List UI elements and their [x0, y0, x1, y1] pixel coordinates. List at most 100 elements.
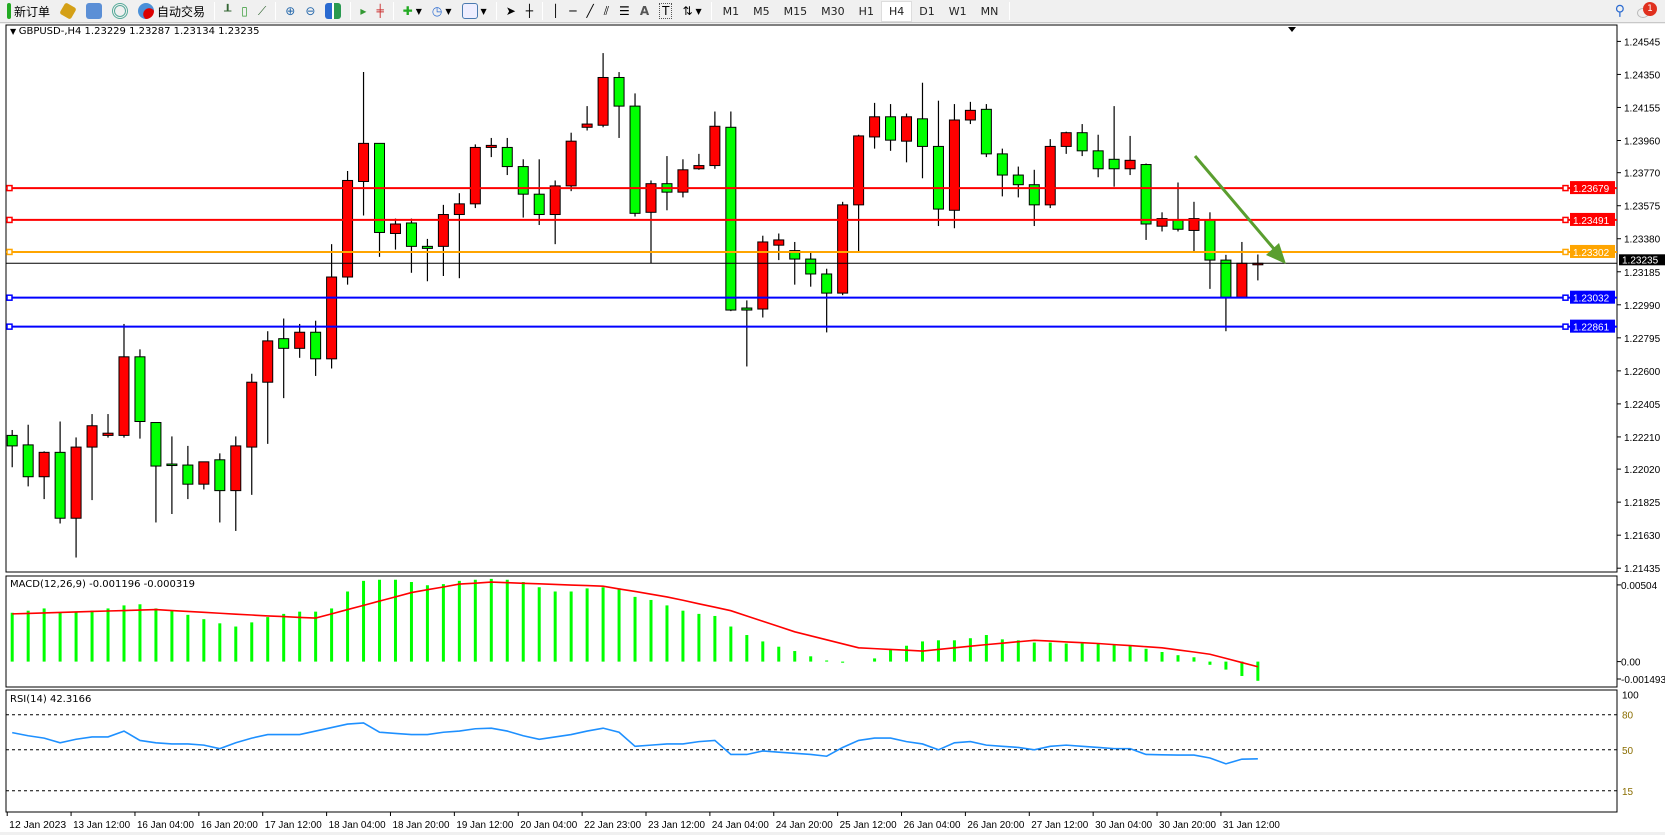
current-price-label: 1.23235	[1622, 255, 1659, 266]
signals-button[interactable]	[107, 1, 133, 22]
notification-badge: 1	[1643, 2, 1657, 16]
candle	[741, 300, 753, 367]
time-axis-label: 12 Jan 2023	[9, 820, 66, 831]
candle-body	[1092, 150, 1104, 170]
timeframe-d1[interactable]: D1	[919, 4, 935, 18]
candle	[198, 461, 210, 490]
candle	[102, 414, 114, 438]
auto-trading-button[interactable]: 自动交易	[133, 1, 210, 22]
bar-chart-button[interactable]: ┸	[219, 1, 236, 22]
new-order-icon	[7, 3, 11, 19]
chart-shift-button[interactable]: ╪	[371, 1, 388, 22]
text-label-tool[interactable]: T	[654, 1, 677, 22]
timeframe-h1[interactable]: H1	[858, 4, 874, 18]
cursor-tool[interactable]: ➤	[501, 1, 521, 22]
candle-body	[1156, 218, 1168, 227]
macd-tick-label: -0.001493	[1621, 675, 1665, 686]
text-tool[interactable]: A	[635, 1, 654, 22]
time-axis-label: 27 Jan 12:00	[1031, 820, 1088, 831]
candle-body	[1220, 259, 1232, 298]
candle	[118, 323, 130, 438]
candle-body	[773, 239, 785, 246]
candle-body	[948, 119, 960, 211]
search-icon[interactable]: ⚲	[1614, 3, 1625, 19]
candle-body	[597, 76, 609, 126]
new-order-button[interactable]: 新订单	[2, 1, 55, 22]
candle-body	[54, 451, 66, 519]
timeframe-h4[interactable]: H4	[880, 0, 913, 22]
rsi-label: RSI(14) 42.3166	[10, 694, 92, 705]
market-watch-button[interactable]	[55, 1, 81, 22]
macd-pane-frame	[5, 575, 1618, 688]
dropdown-triangle-icon[interactable]: ▼	[10, 27, 19, 36]
arrows-tool[interactable]: ⇅ ▼	[677, 1, 706, 22]
price-tick-label: 1.21630	[1624, 531, 1661, 542]
rsi-line	[12, 722, 1258, 765]
candle-body	[869, 116, 881, 138]
timeframe-m5[interactable]: M5	[753, 4, 770, 18]
candle	[821, 268, 833, 333]
templates-button[interactable]: ▼	[457, 1, 492, 22]
candlestick-button[interactable]: ▯	[236, 1, 253, 22]
vertical-line-tool[interactable]: │	[547, 1, 564, 22]
candle-body	[1236, 262, 1248, 298]
candle-body	[1172, 219, 1184, 230]
timeframe-m15[interactable]: M15	[783, 4, 808, 18]
candle	[901, 113, 913, 163]
candle-body	[853, 135, 865, 206]
line-chart-button[interactable]: ⟋	[253, 1, 271, 22]
timeframe-w1[interactable]: W1	[948, 4, 967, 18]
zoom-in-icon: ⊕	[285, 4, 296, 18]
candle-body	[677, 169, 689, 193]
clock-icon: ◷	[431, 4, 443, 18]
candle	[134, 349, 146, 439]
zoom-in-button[interactable]: ⊕	[280, 1, 300, 22]
timeframe-m1[interactable]: M1	[722, 4, 740, 18]
divider	[541, 2, 543, 20]
candle	[1252, 254, 1264, 281]
time-axis-label: 26 Jan 20:00	[967, 820, 1024, 831]
candle	[964, 101, 976, 125]
candle-body	[134, 356, 146, 423]
tile-windows-button[interactable]	[320, 1, 346, 22]
candle-body	[342, 179, 354, 278]
price-tick-label: 1.21825	[1624, 498, 1661, 509]
chart-window[interactable]: 1.24545 1.24350 1.24155 1.23960 1.23770 1.235…	[0, 24, 1665, 832]
divider	[1009, 2, 1011, 20]
indicators-button[interactable]: ✚ ▼	[398, 1, 427, 22]
candle	[645, 180, 657, 264]
time-axis-label: 22 Jan 23:00	[584, 820, 641, 831]
price-tick-label: 1.22405	[1624, 400, 1661, 411]
candle	[262, 331, 274, 444]
candle-body	[629, 105, 641, 214]
auto-scroll-button[interactable]: ▸	[355, 1, 371, 22]
zoom-out-button[interactable]: ⊖	[300, 1, 320, 22]
time-axis-label: 25 Jan 12:00	[840, 820, 897, 831]
candle-body	[1124, 159, 1136, 170]
candle	[1204, 212, 1216, 289]
level-handle	[1562, 323, 1569, 330]
candle	[70, 437, 82, 558]
notifications-button[interactable]: 1	[1637, 2, 1657, 20]
fibonacci-tool[interactable]: ☰	[614, 1, 635, 22]
timeframe-mn[interactable]: MN	[980, 4, 999, 18]
divider	[710, 2, 712, 20]
candle	[725, 111, 737, 312]
candle-body	[1044, 145, 1056, 206]
crosshair-tool[interactable]: ┼	[521, 1, 538, 22]
chart-canvas[interactable]: 1.24545 1.24350 1.24155 1.23960 1.23770 1.235…	[0, 24, 1665, 832]
navigator-button[interactable]	[81, 1, 107, 22]
trendline-tool[interactable]: ╱	[581, 1, 598, 22]
price-tick-label: 1.24350	[1624, 70, 1661, 81]
time-axis-label: 31 Jan 12:00	[1223, 820, 1280, 831]
horizontal-line-tool[interactable]: ─	[564, 1, 581, 22]
periods-button[interactable]: ◷ ▼	[427, 1, 457, 22]
candle	[421, 238, 433, 282]
candle-body	[517, 166, 529, 195]
price-tick-label: 1.22795	[1624, 334, 1661, 345]
signal-icon	[112, 3, 129, 19]
timeframe-m30[interactable]: M30	[821, 4, 845, 18]
equidistant-channel-tool[interactable]: ⫽	[599, 1, 614, 22]
add-indicator-icon: ✚	[402, 4, 413, 18]
candle-body	[533, 193, 545, 216]
